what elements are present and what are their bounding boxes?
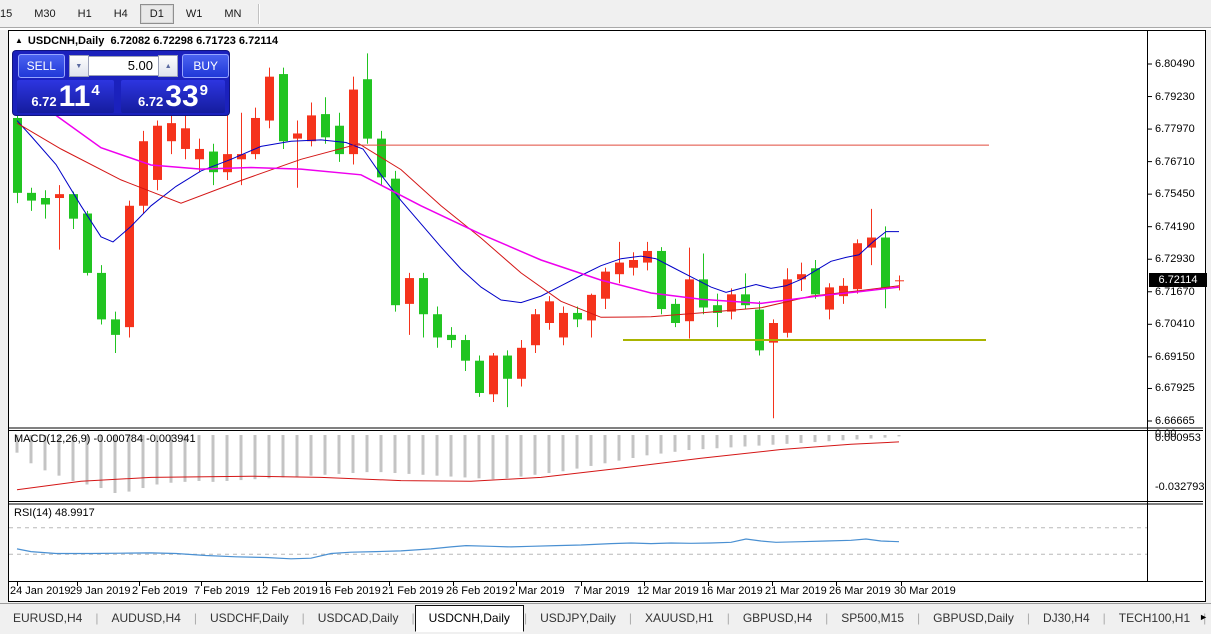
macd-axis-min: -0.032793 — [1155, 481, 1205, 493]
chart-tab-eurusd-h4[interactable]: EURUSD,H4 — [13, 611, 83, 625]
buy-price-prefix: 6.72 — [137, 94, 164, 109]
chart-tab-bar: EURUSD,H4 | AUDUSD,H4 | USDCHF,Daily | USDCAD,… — [0, 603, 1211, 632]
price-axis-label: 6.69150 — [1155, 350, 1195, 363]
tab-separator: | — [1102, 611, 1106, 625]
buy-button[interactable]: BUY — [182, 54, 230, 78]
price-axis-label: 6.76710 — [1155, 155, 1195, 168]
chart-tab-usdcad-daily[interactable]: USDCAD,Daily — [317, 611, 399, 625]
price-axis-label: 6.72930 — [1155, 253, 1195, 266]
date-axis-label: 26 Feb 2019 — [446, 585, 508, 597]
chart-tab-gbpusd-h4[interactable]: GBPUSD,H4 — [742, 611, 813, 625]
timeframe-button-mn[interactable]: MN — [224, 7, 242, 20]
chart-tab-gbpusd-daily[interactable]: GBPUSD,Daily — [933, 611, 1014, 625]
one-click-trading-panel: SELL ▼ 5.00 ▲ BUY 6.72 11 4 6.72 33 9 — [13, 51, 230, 115]
date-axis-label: 30 Mar 2019 — [894, 585, 956, 597]
rsi-label: RSI(14) 48.9917 — [14, 507, 95, 519]
timeframe-button-h1[interactable]: H1 — [77, 7, 92, 20]
price-axis-label: 6.66665 — [1155, 415, 1195, 427]
chart-tab-usdcnh-daily[interactable]: USDCNH,Daily — [414, 604, 524, 632]
date-axis-label: 21 Mar 2019 — [765, 585, 827, 597]
macd-axis-zero: 0.00 — [1155, 428, 1177, 440]
sell-price-pip-digit: 4 — [91, 82, 100, 99]
chart-tab-sp500-m15[interactable]: SP500,M15 — [841, 611, 905, 625]
tab-separator: | — [523, 611, 528, 625]
date-axis-label: 12 Mar 2019 — [637, 585, 699, 597]
date-axis-label: 29 Jan 2019 — [70, 585, 131, 597]
price-axis-label: 6.79230 — [1155, 90, 1195, 103]
timeframe-button-w1[interactable]: W1 — [185, 7, 203, 20]
trade-panel-controls: SELL ▼ 5.00 ▲ BUY — [13, 54, 230, 78]
date-axis-label: 2 Feb 2019 — [132, 585, 188, 597]
chart-tab-usdjpy-daily[interactable]: USDJPY,Daily — [540, 611, 616, 625]
date-axis-label: 12 Feb 2019 — [256, 585, 318, 597]
price-axis-label: 6.75450 — [1155, 188, 1195, 201]
date-axis-label: 21 Feb 2019 — [382, 585, 444, 597]
price-axis-label: 6.80490 — [1155, 58, 1195, 70]
buy-price-big-digits: 33 — [165, 80, 199, 113]
chart-tab-usdchf-daily[interactable]: USDCHF,Daily — [209, 611, 289, 625]
timeframe-button-d1[interactable]: D1 — [139, 3, 174, 24]
chart-window: ▲ USDCNH,Daily 6.72082 6.72298 6.71723 6.… — [8, 30, 1207, 602]
buy-price-display[interactable]: 6.72 33 9 — [121, 80, 225, 113]
chart-title: ▲ USDCNH,Daily 6.72082 6.72298 6.71723 6.… — [15, 35, 278, 47]
sell-price-display[interactable]: 6.72 11 4 — [17, 80, 114, 113]
price-axis-label: 6.67925 — [1155, 382, 1195, 395]
price-axis-label: 6.74190 — [1155, 220, 1195, 233]
tab-separator: | — [726, 611, 730, 625]
volume-increase-button[interactable]: ▲ — [158, 55, 179, 77]
tab-separator: | — [917, 611, 921, 625]
timeframe-toolbar: 15 M30 H1 H4 D1 W1 MN — [0, 0, 1211, 28]
buy-price-pip-digit: 9 — [199, 82, 209, 99]
timeframe-button-h4[interactable]: H4 — [113, 7, 128, 20]
tab-separator: | — [1203, 611, 1207, 625]
current-price-badge: 6.72114 — [1149, 273, 1207, 288]
date-axis-label: 7 Mar 2019 — [574, 585, 630, 597]
tab-separator: | — [825, 611, 829, 625]
timeframe-button-15[interactable]: 15 — [0, 7, 13, 20]
volume-decrease-button[interactable]: ▼ — [68, 55, 90, 77]
price-axis-label: 6.70410 — [1155, 318, 1195, 331]
chart-canvas[interactable] — [9, 31, 1203, 599]
tab-separator: | — [411, 611, 415, 625]
toolbar-separator — [258, 3, 261, 24]
volume-input[interactable]: 5.00 — [89, 56, 158, 76]
price-axis-label: 6.77970 — [1155, 123, 1195, 136]
date-axis-label: 16 Feb 2019 — [319, 585, 381, 597]
sell-button[interactable]: SELL — [18, 54, 65, 78]
chart-symbol-period: USDCNH,Daily — [27, 35, 105, 47]
chart-ohlc-values: 6.72082 6.72298 6.71723 6.72114 — [110, 35, 279, 47]
chart-tab-xauusd-h1[interactable]: XAUUSD,H1 — [645, 611, 714, 625]
tab-separator: | — [95, 611, 99, 625]
collapse-triangle-icon[interactable]: ▲ — [15, 36, 23, 45]
chart-tab-tech100-h1[interactable]: TECH100,H1 — [1118, 611, 1191, 625]
date-axis-label: 26 Mar 2019 — [829, 585, 891, 597]
chart-tab-dj30-h4[interactable]: DJ30,H4 — [1042, 611, 1090, 625]
date-axis-label: 16 Mar 2019 — [701, 585, 763, 597]
tab-separator: | — [193, 611, 197, 625]
timeframe-button-m30[interactable]: M30 — [34, 7, 56, 20]
tab-scroll-right-icon[interactable]: ► — [1199, 612, 1208, 622]
tab-separator: | — [301, 611, 305, 625]
tab-separator: | — [628, 611, 632, 625]
sell-price-big-digits: 11 — [58, 80, 91, 113]
macd-label: MACD(12,26,9) -0.000784 -0.003941 — [14, 433, 196, 445]
price-axis-label: 6.71670 — [1155, 285, 1195, 298]
date-axis-label: 2 Mar 2019 — [509, 585, 565, 597]
date-axis-label: 24 Jan 2019 — [10, 585, 71, 597]
trade-panel-prices: 6.72 11 4 6.72 33 9 — [13, 80, 229, 113]
sell-price-prefix: 6.72 — [31, 94, 57, 109]
chart-tab-audusd-h4[interactable]: AUDUSD,H4 — [111, 611, 181, 625]
macd-axis-max: 0.000953 — [1155, 432, 1201, 444]
date-axis-label: 7 Feb 2019 — [194, 585, 250, 597]
tab-separator: | — [1026, 611, 1030, 625]
